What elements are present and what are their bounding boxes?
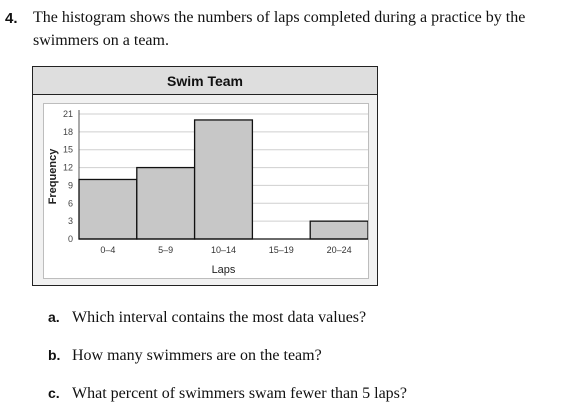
question-a-text: Which interval contains the most data va… (72, 309, 367, 326)
histogram-bar (193, 119, 254, 240)
y-tick-label: 21 (63, 109, 73, 119)
histogram-bar (78, 178, 138, 240)
x-tick-label: 5–9 (158, 245, 173, 255)
plot-panel: 0 3 6 9 12 15 18 21 0–4 5–9 10–14 15–19 20–24 Laps Fre… (43, 103, 369, 279)
x-tick-label: 20–24 (327, 245, 352, 255)
y-tick-label: 18 (63, 127, 73, 137)
histogram-figure: Swim Team 0 3 6 9 12 15 18 21 0–4 5–9 10–14 15–19 20… (32, 66, 378, 286)
chart-title: Swim Team (167, 73, 243, 89)
question-a-letter: a. (48, 309, 60, 325)
figure-title-bar: Swim Team (33, 67, 377, 95)
question-b-letter: b. (48, 347, 61, 363)
y-tick-label: 15 (63, 145, 73, 155)
problem-number: 4. (5, 10, 18, 27)
histogram-bar (309, 220, 368, 240)
x-tick-label: 0–4 (100, 245, 115, 255)
histogram-bar (136, 166, 196, 240)
x-axis-title: Laps (212, 264, 236, 276)
histogram-chart: 0 3 6 9 12 15 18 21 0–4 5–9 10–14 15–19 20–24 Laps Fre… (47, 109, 368, 276)
y-tick-label: 3 (68, 216, 73, 226)
problem-prompt-line-1: The histogram shows the numbers of laps … (33, 9, 526, 26)
x-tick-label: 15–19 (269, 245, 294, 255)
y-tick-label: 0 (68, 234, 73, 244)
question-c-text: What percent of swimmers swam fewer than… (72, 385, 407, 402)
question-b-text: How many swimmers are on the team? (72, 347, 322, 364)
question-c-letter: c. (48, 385, 60, 401)
y-tick-label: 6 (68, 198, 73, 208)
x-tick-label: 10–14 (211, 245, 236, 255)
y-axis-title: Frequency (47, 148, 59, 205)
problem-prompt-line-2: swimmers on a team. (33, 32, 169, 49)
y-tick-label: 12 (63, 163, 73, 173)
y-tick-label: 9 (68, 180, 73, 190)
